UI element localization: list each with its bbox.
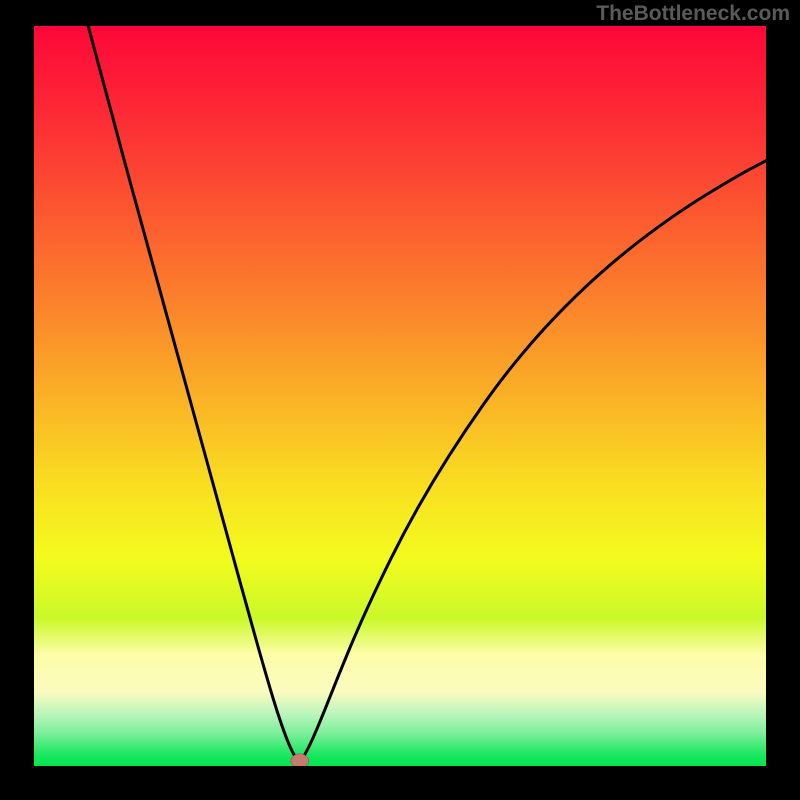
chart-container: TheBottleneck.com (0, 0, 800, 800)
optimal-point-marker (291, 754, 309, 766)
plot-area (34, 26, 766, 766)
curve-layer (34, 26, 766, 766)
bottleneck-curve (88, 26, 766, 761)
watermark-text: TheBottleneck.com (596, 2, 790, 26)
